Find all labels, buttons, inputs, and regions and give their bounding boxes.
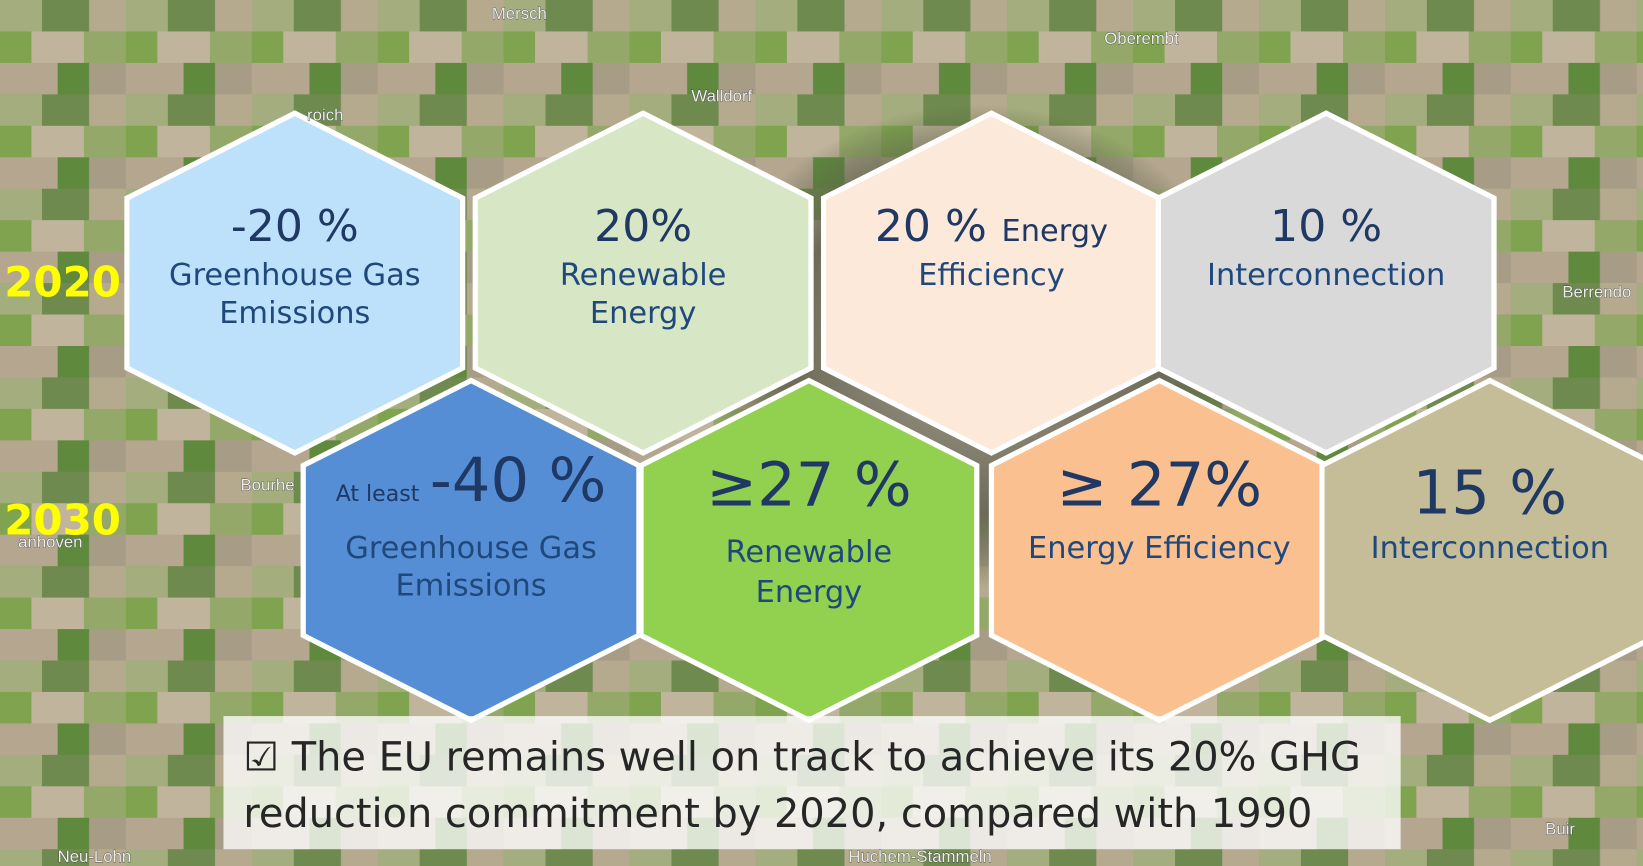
hexagon-text: Interconnection [1371, 531, 1609, 566]
headline-suffix: Energy [1002, 214, 1108, 249]
year-label: 2020 [4, 258, 121, 307]
headline-value: ≥27 % [706, 450, 912, 520]
headline-value: 15 % [1413, 459, 1568, 529]
headline-value: -20 % [231, 201, 359, 252]
page: -20 %Greenhouse GasEmissions20%Renewable… [0, 0, 1643, 866]
map-label: roich [307, 106, 343, 125]
hexagon-text: Energy [756, 575, 862, 610]
hexagon-headline: 10 % [1270, 201, 1382, 252]
map-label: Buir [1545, 820, 1575, 839]
headline-prefix: At least [336, 482, 420, 507]
hexagon-text: Renewable [560, 258, 726, 293]
headline-value: 10 % [1270, 201, 1382, 252]
hexagon-headline: ≥ 27% [1057, 450, 1263, 520]
map-label: Huchem-Stammeln [848, 847, 992, 866]
note-line: reduction commitment by 2020, compared w… [243, 791, 1312, 837]
hexagon-text: Interconnection [1207, 258, 1445, 293]
hexagon-text: Emissions [219, 296, 370, 331]
hexagon-text: Energy [590, 296, 696, 331]
headline-value: 20% [594, 201, 692, 252]
hexagon-text: Energy Efficiency [1028, 531, 1291, 566]
hexagon-headline: 20% [594, 201, 692, 252]
slide: -20 %Greenhouse GasEmissions20%Renewable… [0, 0, 1643, 866]
hexagon-text: Renewable [726, 535, 892, 570]
map-label: Mersch [492, 4, 547, 23]
hexagon-text: Emissions [395, 569, 546, 604]
headline-value: 20 % [875, 201, 987, 252]
hexagon-grid: -20 %Greenhouse GasEmissions20%Renewable… [127, 113, 1643, 720]
year-label: 2030 [4, 496, 121, 545]
hexagon-text: Greenhouse Gas [169, 258, 421, 293]
hexagon-headline: 15 % [1413, 459, 1568, 529]
map-label: Walldorf [691, 87, 752, 106]
headline-value: ≥ 27% [1057, 450, 1263, 520]
map-label: Bourhe [240, 476, 294, 495]
map-label: Berrendo [1562, 283, 1631, 302]
note-line: ☑ The EU remains well on track to achiev… [243, 735, 1360, 781]
map-label: Oberembt [1104, 29, 1179, 48]
map-label: Neu-Lohn [58, 847, 132, 866]
hexagon-headline: ≥27 % [706, 450, 912, 520]
headline-value: -40 % [430, 446, 607, 516]
hexagon-text: Greenhouse Gas [345, 531, 597, 566]
hexagon-headline: -20 % [231, 201, 359, 252]
hexagon-text: Efficiency [918, 258, 1065, 293]
